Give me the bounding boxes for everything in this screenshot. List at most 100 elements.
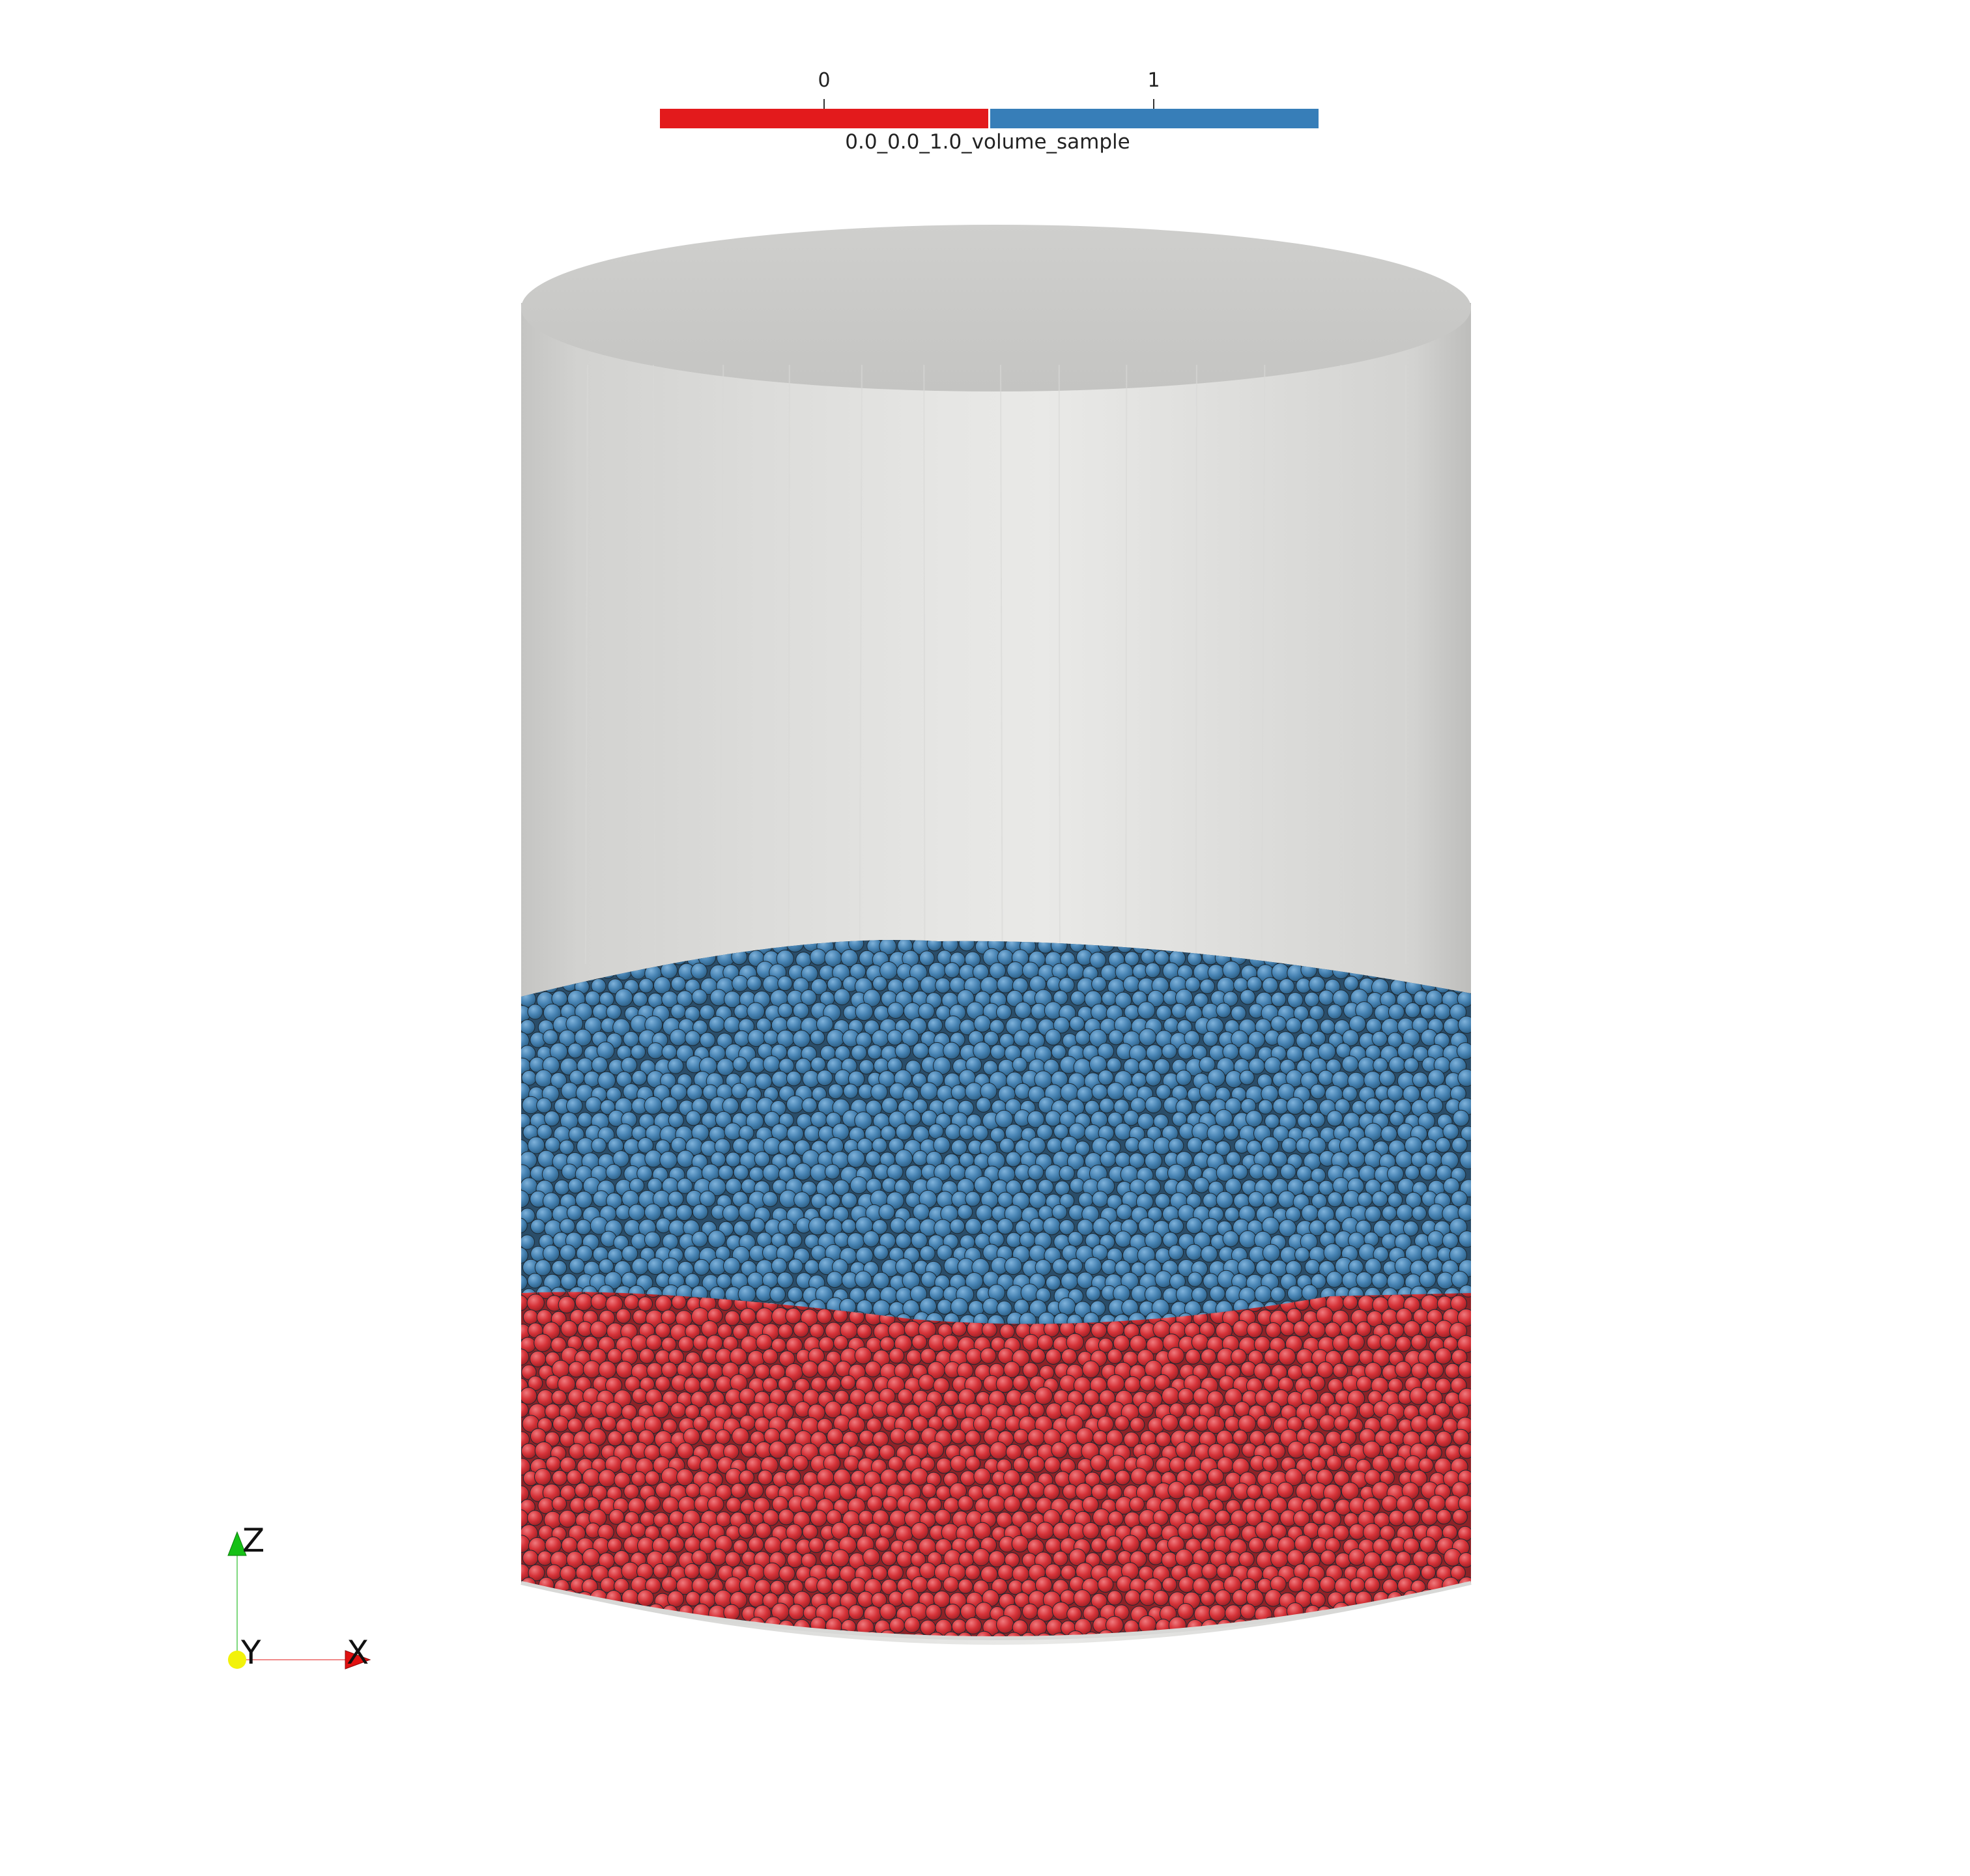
particle-sphere [746, 975, 762, 991]
particle-sphere [542, 1192, 560, 1210]
particle-sphere [1239, 1070, 1255, 1085]
particle-sphere [1066, 1098, 1085, 1116]
particle-sphere [1278, 978, 1295, 995]
particle-sphere [1363, 1523, 1381, 1542]
particle-sphere [944, 1016, 962, 1033]
particle-sphere [933, 1136, 950, 1154]
particle-sphere [801, 965, 818, 982]
particle-sphere [1021, 1659, 1036, 1673]
particle-sphere [887, 1029, 904, 1045]
particle-sphere [1147, 1126, 1162, 1141]
particle-sphere [537, 1124, 553, 1140]
particle-sphere [1309, 1005, 1324, 1021]
particle-sphere [1013, 1484, 1029, 1499]
particle-sphere [1107, 1348, 1123, 1365]
particle-sphere [685, 1324, 701, 1339]
particle-sphere [676, 1178, 693, 1194]
particle-sphere [1311, 1645, 1327, 1661]
particle-sphere [623, 1483, 640, 1499]
particle-sphere [866, 1417, 882, 1434]
particle-sphere [1214, 1109, 1233, 1128]
particle-sphere [990, 1127, 1005, 1143]
particle-sphere [881, 1177, 897, 1193]
particle-sphere [778, 1350, 795, 1367]
particle-sphere [1443, 1548, 1462, 1567]
particle-sphere [965, 1217, 982, 1235]
particle-sphere [1427, 1230, 1444, 1247]
particle-sphere [1449, 1217, 1468, 1236]
particle-sphere [965, 1272, 984, 1290]
particle-sphere [722, 1097, 739, 1115]
particle-sphere [1311, 1030, 1326, 1046]
particle-sphere [1450, 1646, 1466, 1662]
particle-sphere [1326, 1059, 1342, 1074]
particle-sphere [1011, 1535, 1029, 1553]
particle-sphere [1014, 1001, 1032, 1019]
particle-sphere [1378, 1630, 1395, 1638]
particle-sphere [1382, 1205, 1397, 1221]
particle-sphere [826, 1029, 845, 1047]
wall-facet-line [1340, 364, 1345, 965]
particle-sphere [1124, 1376, 1141, 1393]
particle-sphere [560, 1244, 577, 1261]
particle-sphere [1216, 1563, 1233, 1580]
particle-sphere [757, 1470, 773, 1486]
particle-sphere [1386, 1085, 1404, 1101]
particle-sphere [551, 1260, 567, 1276]
particle-sphere [1193, 1658, 1208, 1673]
particle-sphere [1234, 1401, 1251, 1417]
particle-sphere [1005, 1443, 1022, 1460]
particle-sphere [926, 1577, 942, 1593]
particle-sphere [769, 1580, 786, 1596]
particle-sphere [756, 1307, 774, 1326]
particle-sphere [1063, 1674, 1078, 1689]
particle-sphere [1246, 1484, 1262, 1500]
particle-sphere [529, 1617, 547, 1635]
particle-sphere [858, 1510, 874, 1526]
particle-sphere [1356, 1321, 1372, 1337]
particle-sphere [1091, 1672, 1107, 1688]
particle-sphere [521, 1274, 528, 1290]
particle-sphere [550, 1631, 569, 1638]
particle-sphere [1309, 1375, 1326, 1391]
particle-sphere [1191, 1469, 1208, 1486]
particle-sphere [1452, 1428, 1470, 1446]
particle-sphere [687, 1647, 702, 1662]
particle-sphere [1280, 1163, 1296, 1180]
particle-sphere [741, 1442, 757, 1458]
particle-sphere [733, 1164, 749, 1180]
particle-sphere [808, 1217, 827, 1236]
particle-sphere [1272, 1630, 1291, 1638]
particle-sphere [972, 963, 990, 980]
particle-sphere [1403, 1085, 1420, 1103]
particle-sphere [945, 1124, 962, 1141]
particle-sphere [1185, 1348, 1201, 1365]
particle-sphere [1396, 1495, 1414, 1513]
particle-sphere [762, 1377, 778, 1393]
particle-sphere [598, 1258, 614, 1274]
particle-sphere [816, 1468, 835, 1486]
particle-sphere [1192, 1045, 1208, 1060]
particle-sphere [644, 1470, 660, 1486]
particle-sphere [560, 1457, 577, 1473]
particle-sphere [1186, 1671, 1201, 1686]
particle-sphere [918, 1374, 935, 1391]
particle-sphere [521, 1294, 528, 1311]
particle-sphere [1091, 1537, 1107, 1554]
particle-sphere [655, 1482, 672, 1499]
particle-sphere [607, 1430, 623, 1447]
particle-sphere [560, 1273, 577, 1290]
particle-sphere [715, 1429, 731, 1445]
particle-sphere [872, 976, 888, 991]
particle-sphere [1332, 1334, 1350, 1352]
particle-sphere [835, 1660, 850, 1676]
particle-sphere [1198, 1508, 1217, 1526]
particle-sphere [872, 940, 890, 941]
particle-sphere [1014, 1646, 1029, 1661]
particle-sphere [1038, 1179, 1054, 1195]
particle-sphere [957, 1204, 973, 1220]
particle-sphere [1168, 1218, 1184, 1234]
particle-sphere [1304, 1259, 1320, 1275]
